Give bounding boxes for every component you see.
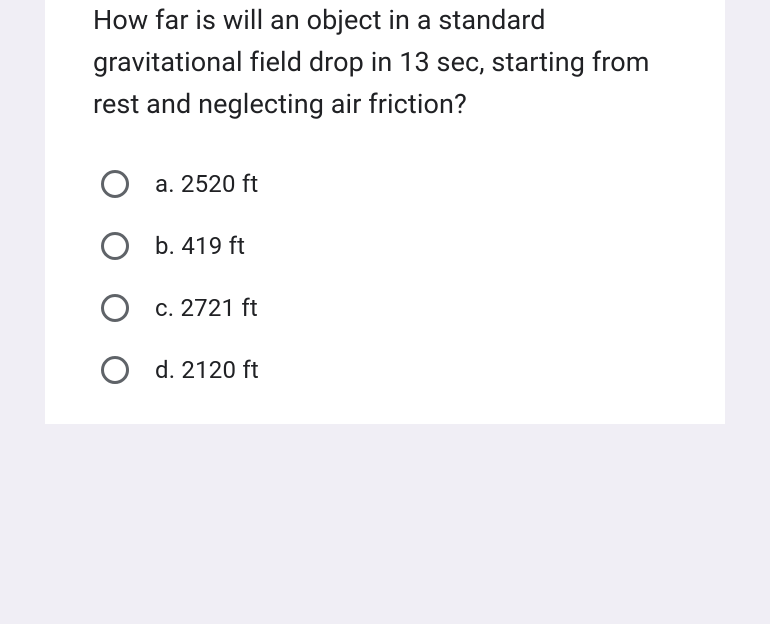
option-c[interactable]: c. 2721 ft: [101, 294, 677, 322]
radio-b[interactable]: [101, 232, 129, 260]
radio-a[interactable]: [101, 170, 129, 198]
question-card: How far is will an object in a standard …: [45, 0, 725, 424]
option-b[interactable]: b. 419 ft: [101, 232, 677, 260]
option-b-label: b. 419 ft: [155, 232, 245, 260]
radio-c[interactable]: [101, 294, 129, 322]
radio-d[interactable]: [101, 356, 129, 384]
option-a[interactable]: a. 2520 ft: [101, 170, 677, 198]
option-d-label: d. 2120 ft: [155, 356, 259, 384]
options-list: a. 2520 ft b. 419 ft c. 2721 ft d. 2120 …: [93, 170, 677, 384]
option-a-label: a. 2520 ft: [155, 170, 258, 198]
option-c-label: c. 2721 ft: [155, 294, 258, 322]
option-d[interactable]: d. 2120 ft: [101, 356, 677, 384]
question-text: How far is will an object in a standard …: [93, 0, 677, 126]
